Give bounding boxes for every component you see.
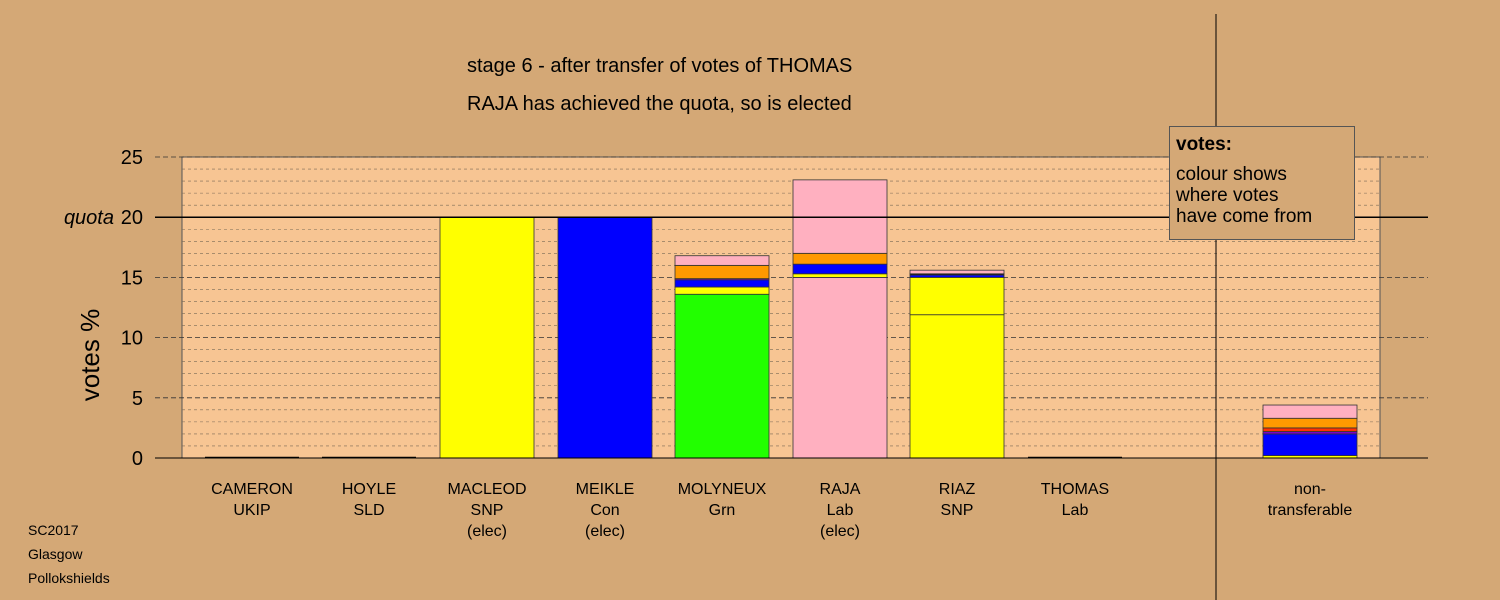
bar-segment bbox=[1262, 433, 1358, 456]
bar-segment bbox=[909, 314, 1005, 459]
y-ticks: 0 5 10 15 20 25 bbox=[121, 147, 143, 470]
bar-segment bbox=[557, 216, 653, 459]
category-label: Lab bbox=[827, 502, 854, 519]
bar-segment bbox=[674, 255, 770, 266]
bar-segment bbox=[1262, 417, 1358, 429]
category-label: RIAZ bbox=[939, 481, 976, 498]
bar-segment bbox=[1262, 404, 1358, 419]
category-label: MOLYNEUX bbox=[678, 481, 767, 498]
footer-line-1: SC2017 bbox=[28, 522, 79, 538]
y-tick-label: 20 bbox=[121, 207, 143, 229]
footer-line-2: Glasgow bbox=[28, 546, 83, 562]
legend-line-2: where votes bbox=[1176, 185, 1279, 206]
bar-segment bbox=[792, 276, 888, 459]
category-label: transferable bbox=[1268, 502, 1353, 519]
bar-segment bbox=[909, 276, 1005, 316]
category-label: HOYLE bbox=[342, 481, 396, 498]
bar-segment bbox=[674, 293, 770, 459]
bar-segment bbox=[792, 273, 888, 278]
y-tick-label: 10 bbox=[121, 328, 143, 350]
bar-segment bbox=[1262, 427, 1358, 432]
footer: SC2017 Glasgow Pollokshields bbox=[28, 522, 110, 586]
category-label: Grn bbox=[709, 502, 736, 519]
bar-segment bbox=[909, 269, 1005, 275]
category-label: SNP bbox=[471, 502, 504, 519]
quota-label: quota bbox=[64, 207, 114, 229]
category-label: (elec) bbox=[820, 523, 860, 540]
y-axis-label: votes % bbox=[75, 309, 105, 402]
category-label: (elec) bbox=[467, 523, 507, 540]
category-label: THOMAS bbox=[1041, 481, 1109, 498]
category-label: MACLEOD bbox=[447, 481, 526, 498]
chart-subtitle: RAJA has achieved the quota, so is elect… bbox=[467, 93, 852, 115]
category-label: SLD bbox=[353, 502, 384, 519]
legend-line-3: have come from bbox=[1176, 206, 1313, 227]
category-label: UKIP bbox=[233, 502, 270, 519]
bar-segment bbox=[674, 279, 770, 288]
category-label: Con bbox=[590, 502, 619, 519]
category-labels: CAMERON UKIP HOYLE SLD MACLEOD SNP (elec) MEIKL… bbox=[211, 481, 1352, 540]
legend-line-1: colour shows bbox=[1176, 164, 1287, 185]
category-label: MEIKLE bbox=[576, 481, 635, 498]
category-label: CAMERON bbox=[211, 481, 293, 498]
category-label: SNP bbox=[941, 502, 974, 519]
legend-title: votes: bbox=[1176, 134, 1232, 155]
bar-segment bbox=[674, 286, 770, 295]
legend: votes: colour shows where votes have com… bbox=[1169, 126, 1355, 240]
chart-title: stage 6 - after transfer of votes of THO… bbox=[467, 55, 852, 77]
category-label: (elec) bbox=[585, 523, 625, 540]
y-tick-label: 25 bbox=[121, 147, 143, 169]
y-tick-label: 15 bbox=[121, 267, 143, 289]
category-label: RAJA bbox=[820, 481, 861, 498]
footer-line-3: Pollokshields bbox=[28, 570, 110, 586]
bar-segment bbox=[792, 263, 888, 275]
bar-segment bbox=[439, 216, 535, 459]
category-label: non- bbox=[1294, 481, 1326, 498]
bar-segment bbox=[792, 252, 888, 265]
y-tick-label: 5 bbox=[132, 388, 143, 410]
bar-segment bbox=[674, 264, 770, 280]
y-tick-label: 0 bbox=[132, 448, 143, 470]
category-label: Lab bbox=[1062, 502, 1089, 519]
